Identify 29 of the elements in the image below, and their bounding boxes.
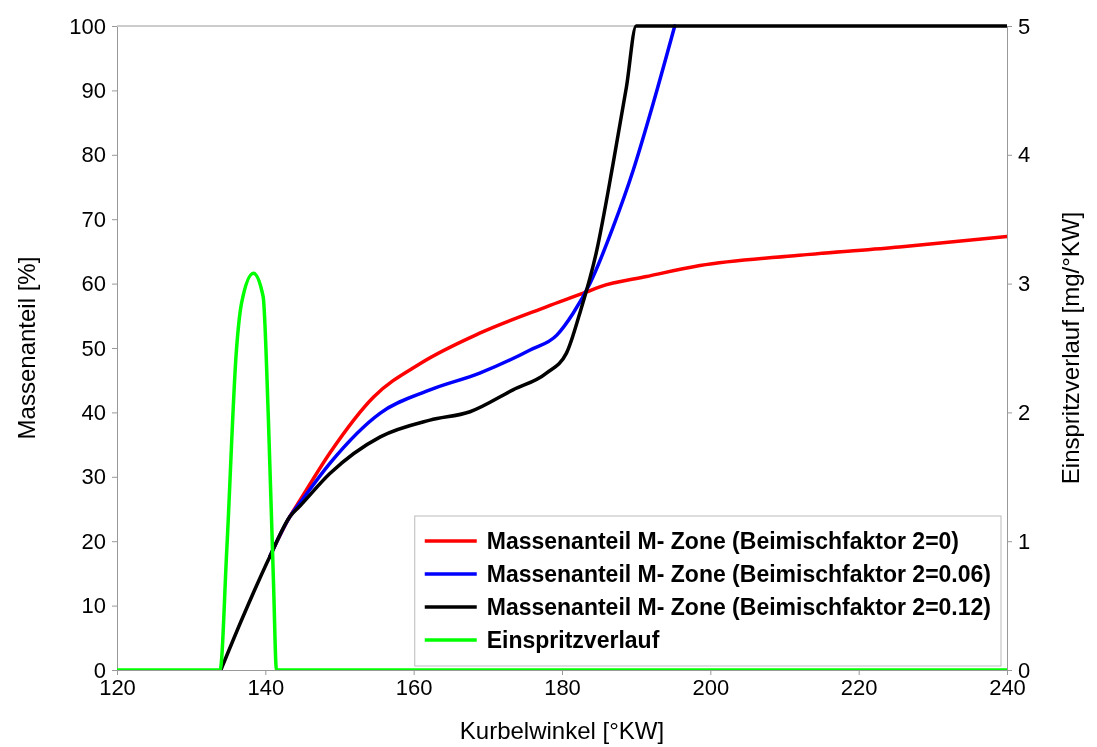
y-tick-label: 10 xyxy=(81,593,106,619)
y-tick-label: 60 xyxy=(81,271,106,297)
y2-tick-label: 2 xyxy=(1018,399,1031,425)
y2-axis-title: Einspritzverlauf [mg/°KW] xyxy=(1057,211,1084,485)
y-tick-label: 100 xyxy=(69,13,106,39)
y2-tick-label: 4 xyxy=(1018,142,1031,168)
x-tick-label: 160 xyxy=(395,674,433,700)
y-tick-label: 40 xyxy=(81,399,106,425)
y-tick-label: 50 xyxy=(81,335,106,361)
x-tick-label: 140 xyxy=(247,674,285,700)
x-axis-title: Kurbelwinkel [°KW] xyxy=(459,717,665,744)
y-tick-label: 30 xyxy=(81,464,106,490)
line-series xyxy=(219,24,1007,670)
legend-label: Einspritzverlauf xyxy=(486,627,660,653)
y2-tick-label: 5 xyxy=(1018,13,1031,39)
line-series xyxy=(117,271,1007,670)
x-tick-label: 200 xyxy=(692,674,730,700)
y-tick-label: 70 xyxy=(81,206,106,232)
legend-label: Massenanteil M- Zone (Beimischfaktor 2=0) xyxy=(486,528,960,554)
legend-label: Massenanteil M- Zone (Beimischfaktor 2=0.06) xyxy=(486,561,991,587)
y-tick-label: 20 xyxy=(81,528,106,554)
y2-tick-label: 3 xyxy=(1018,271,1031,297)
y-tick-label: 80 xyxy=(81,142,106,168)
y-axis-title: Massenanteil [%] xyxy=(13,256,40,440)
y2-tick-label: 1 xyxy=(1018,528,1031,554)
x-tick-label: 180 xyxy=(544,674,581,700)
x-tick-label: 220 xyxy=(840,674,878,700)
legend-label: Massenanteil M- Zone (Beimischfaktor 2=0.12) xyxy=(486,594,991,620)
y-tick-label: 90 xyxy=(81,77,106,103)
